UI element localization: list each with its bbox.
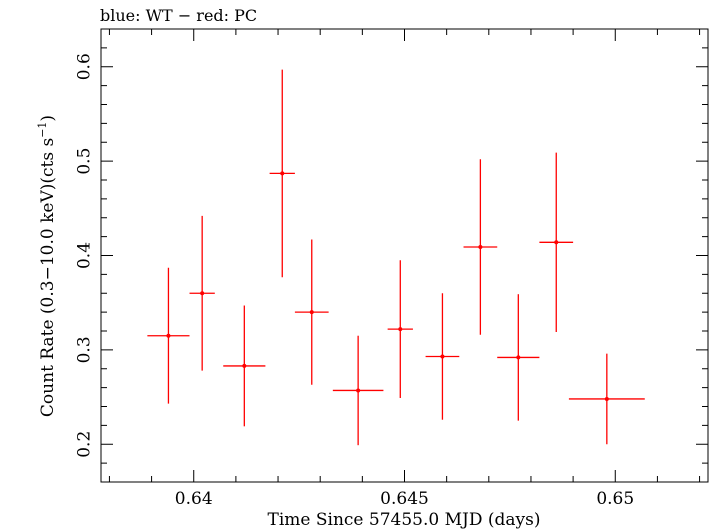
data-point (463, 159, 498, 335)
data-point (425, 293, 460, 420)
point-marker (516, 355, 521, 360)
point-marker (478, 245, 483, 250)
point-marker (166, 333, 171, 338)
point-marker (242, 363, 247, 368)
data-point (147, 267, 190, 404)
point-marker (200, 291, 205, 296)
point-marker (280, 171, 285, 176)
point-marker (309, 310, 314, 315)
data-point (223, 305, 266, 427)
data-point (189, 215, 215, 371)
y-tick-label: 0.3 (75, 336, 95, 363)
data-point (294, 239, 329, 385)
y-axis-label-main: Count Rate (0.3−10.0 keV)(cts s (37, 137, 58, 418)
point-marker (440, 354, 445, 359)
point-marker (398, 327, 403, 332)
y-tick-label: 0.2 (75, 431, 95, 458)
x-axis-label: Time Since 57455.0 MJD (days) (267, 510, 541, 530)
x-tick-label: 0.64 (175, 489, 213, 509)
data-point (568, 353, 645, 445)
data-point (332, 335, 384, 446)
point-marker (604, 396, 609, 401)
data-point (387, 260, 413, 399)
x-tick-label: 0.65 (596, 489, 634, 509)
y-axis-label: Count Rate (0.3−10.0 keV)(cts s−1) (36, 115, 58, 417)
y-tick-label: 0.4 (75, 242, 95, 269)
point-marker (356, 388, 361, 393)
y-axis-label-end: ) (37, 114, 58, 122)
plot-frame (100, 28, 709, 483)
data-point (269, 69, 295, 278)
y-tick-label: 0.5 (75, 148, 95, 175)
x-tick-label: 0.645 (380, 489, 429, 509)
data-point (497, 294, 540, 421)
y-axis-label-superscript: −1 (36, 121, 50, 138)
y-tick-label: 0.6 (75, 53, 95, 80)
data-point (539, 152, 574, 332)
point-marker (554, 240, 559, 245)
chart-title: blue: WT − red: PC (100, 6, 258, 25)
